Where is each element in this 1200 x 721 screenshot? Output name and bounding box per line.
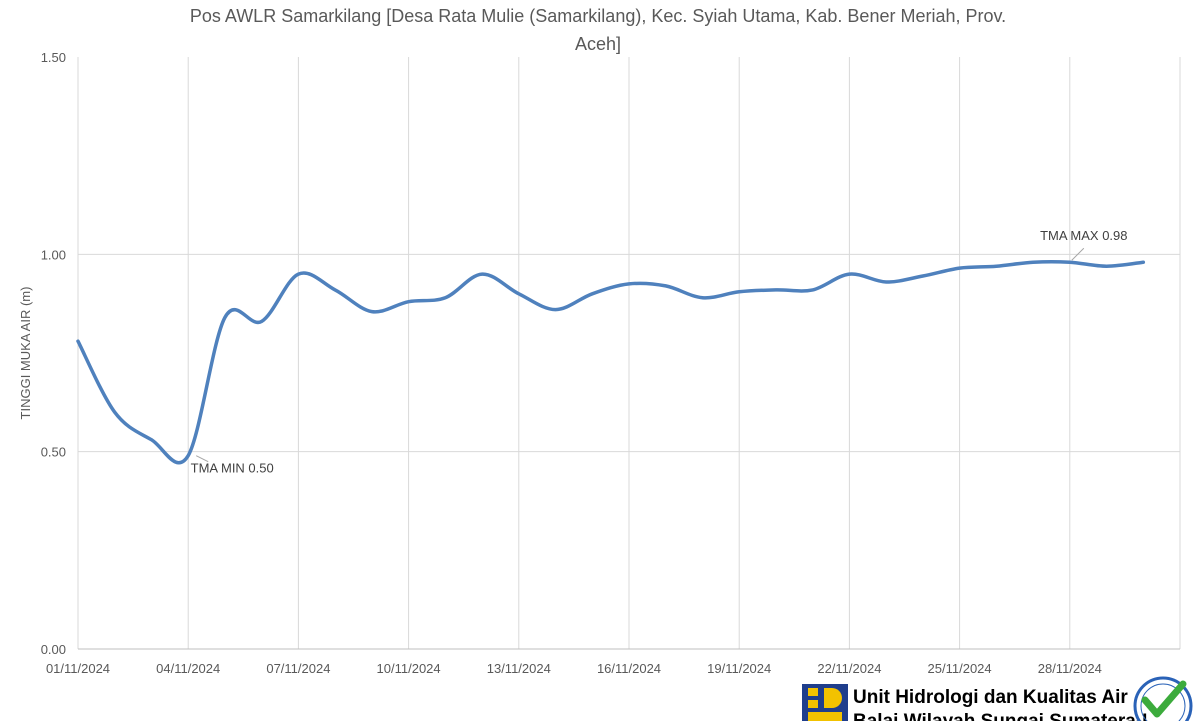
y-axis-label: TINGGI MUKA AIR (m) bbox=[18, 287, 33, 420]
footer-line-1: Unit Hidrologi dan Kualitas Air bbox=[853, 687, 1128, 708]
annotation-label-1: TMA MAX 0.98 bbox=[1040, 228, 1127, 243]
x-tick-label-0: 01/11/2024 bbox=[46, 661, 110, 676]
series-line-0 bbox=[76, 260, 1146, 465]
y-tick-labels: 0.00 0.50 1.00 1.50 bbox=[41, 50, 66, 657]
footer: Unit Hidrologi dan Kualitas Air Balai Wi… bbox=[802, 676, 1193, 721]
x-tick-label-1: 04/11/2024 bbox=[156, 661, 220, 676]
footer-line-2: Balai Wilayah Sungai Sumatera-I bbox=[853, 711, 1147, 721]
pu-logo bbox=[802, 684, 848, 721]
y-tick-label-0: 0.00 bbox=[41, 642, 66, 657]
annotations: TMA MIN 0.50 TMA MAX 0.98 bbox=[191, 228, 1128, 475]
x-tick-label-8: 25/11/2024 bbox=[928, 661, 992, 676]
series bbox=[76, 260, 1146, 465]
chart-title-line-1: Pos AWLR Samarkilang [Desa Rata Mulie (S… bbox=[190, 6, 1006, 26]
x-tick-label-4: 13/11/2024 bbox=[487, 661, 551, 676]
x-tick-labels: 01/11/2024 04/11/2024 07/11/2024 10/11/2024… bbox=[46, 661, 1102, 676]
x-tick-label-7: 22/11/2024 bbox=[817, 661, 881, 676]
x-tick-label-3: 10/11/2024 bbox=[377, 661, 441, 676]
y-tick-label-3: 1.50 bbox=[41, 50, 66, 65]
annotation-label-0: TMA MIN 0.50 bbox=[191, 461, 274, 476]
annotation-leader-0 bbox=[195, 455, 209, 463]
chart-title-line-2: Aceh] bbox=[575, 34, 621, 54]
x-tick-label-2: 07/11/2024 bbox=[266, 661, 330, 676]
x-tick-label-5: 16/11/2024 bbox=[597, 661, 661, 676]
y-tick-label-2: 1.00 bbox=[41, 247, 66, 262]
x-tick-label-9: 28/11/2024 bbox=[1038, 661, 1102, 676]
iso-certified-badge bbox=[1133, 676, 1193, 721]
y-tick-label-1: 0.50 bbox=[41, 445, 66, 460]
annotation-leader-1 bbox=[1071, 247, 1085, 261]
grid bbox=[77, 57, 1181, 649]
x-tick-label-6: 19/11/2024 bbox=[707, 661, 771, 676]
